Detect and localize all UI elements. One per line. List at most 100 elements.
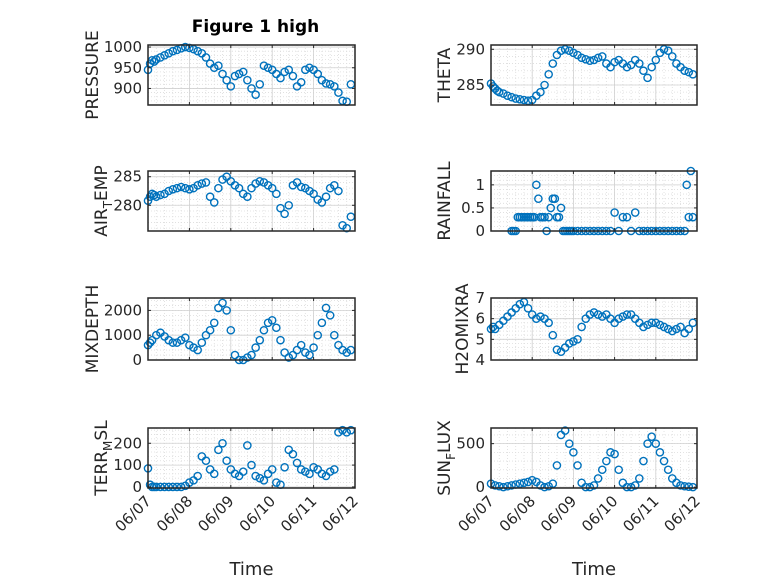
data-point: [288, 449, 298, 459]
x-tick-label: 06/11: [619, 492, 662, 535]
data-point: [676, 481, 685, 490]
data-point: [651, 439, 661, 448]
data-point: [288, 350, 298, 360]
x-tick-label: 06/12: [319, 492, 362, 535]
y-axis-label: H2OMIXRA: [453, 283, 473, 374]
data-point: [172, 45, 182, 55]
data-point: [597, 52, 607, 61]
y-tick-label: 285: [456, 76, 485, 94]
data-point: [280, 209, 289, 219]
data-point: [622, 62, 632, 72]
data-point: [325, 80, 335, 89]
data-point: [251, 343, 260, 352]
data-point: [593, 474, 603, 483]
data-point: [534, 194, 543, 203]
data-point: [544, 318, 553, 328]
data-point: [585, 56, 595, 66]
data-point: [259, 325, 269, 335]
x-axis-label: Time: [571, 559, 616, 580]
data-point: [334, 340, 343, 350]
y-tick-label: 4: [475, 351, 485, 369]
axes-box: [147, 427, 356, 489]
data-point: [338, 425, 347, 435]
data-point: [218, 438, 227, 448]
data-point: [160, 51, 169, 60]
data-point: [247, 84, 256, 93]
data-point: [205, 325, 215, 335]
data-point: [325, 311, 335, 320]
data-point: [569, 48, 578, 58]
data-point: [647, 432, 656, 441]
data-point: [622, 482, 632, 492]
data-point: [663, 324, 673, 334]
data-point: [292, 82, 302, 91]
data-point: [655, 448, 665, 457]
data-point: [168, 184, 178, 194]
data-point: [247, 350, 256, 360]
data-point: [193, 46, 202, 56]
data-point: [684, 482, 694, 491]
y-tick-label: 500: [456, 435, 485, 453]
data-point: [247, 460, 256, 470]
data-point: [193, 345, 202, 355]
data-point: [680, 66, 689, 76]
data-point: [680, 328, 689, 338]
y-axis-label: MIXDEPTH: [83, 285, 103, 374]
x-tick-label: 06/09: [537, 492, 580, 535]
data-point: [230, 350, 240, 360]
data-point: [651, 55, 661, 65]
data-point: [164, 482, 173, 492]
data-point: [209, 318, 219, 328]
data-point: [630, 481, 640, 490]
data-point: [296, 465, 306, 474]
axes-box: [490, 427, 698, 489]
data-point: [622, 212, 632, 222]
data-point: [151, 55, 161, 64]
y-tick-label: 280: [113, 196, 142, 214]
axes-box: [147, 297, 356, 361]
data-point: [156, 482, 165, 492]
data-point: [214, 183, 223, 193]
data-point: [503, 481, 512, 491]
data-point: [209, 198, 219, 207]
data-point: [532, 180, 541, 190]
y-axis-label: RAINFALL: [435, 161, 455, 241]
data-point: [606, 62, 615, 72]
y-tick-label: 0: [132, 351, 142, 369]
data-point: [515, 299, 525, 309]
data-point: [172, 482, 182, 492]
y-tick-label: 285: [113, 168, 142, 186]
data-point: [597, 465, 607, 475]
data-point: [552, 461, 562, 470]
data-point: [301, 467, 310, 476]
data-point: [276, 203, 285, 213]
x-tick-label: 06/08: [496, 492, 539, 535]
data-point: [544, 69, 553, 79]
data-point: [573, 461, 582, 470]
data-point: [272, 323, 281, 333]
data-point: [643, 320, 652, 330]
data-point: [280, 462, 289, 472]
data-point: [529, 212, 539, 222]
data-point: [180, 42, 190, 52]
data-point: [272, 189, 281, 199]
data-point: [622, 310, 632, 319]
data-point: [606, 448, 615, 457]
y-axis-label: PRESSURE: [83, 30, 103, 119]
data-point: [329, 465, 339, 474]
y-tick-label: 1: [475, 176, 485, 194]
x-axis-label: Time: [228, 559, 273, 580]
data-point: [684, 324, 694, 334]
data-point: [626, 482, 636, 492]
data-point: [635, 474, 644, 483]
data-point: [280, 67, 289, 77]
data-point: [234, 183, 244, 193]
data-point: [684, 212, 694, 222]
axes-box: [490, 297, 698, 361]
data-point: [573, 335, 582, 344]
data-point: [523, 304, 533, 313]
data-point: [267, 465, 277, 474]
data-point: [321, 79, 331, 88]
